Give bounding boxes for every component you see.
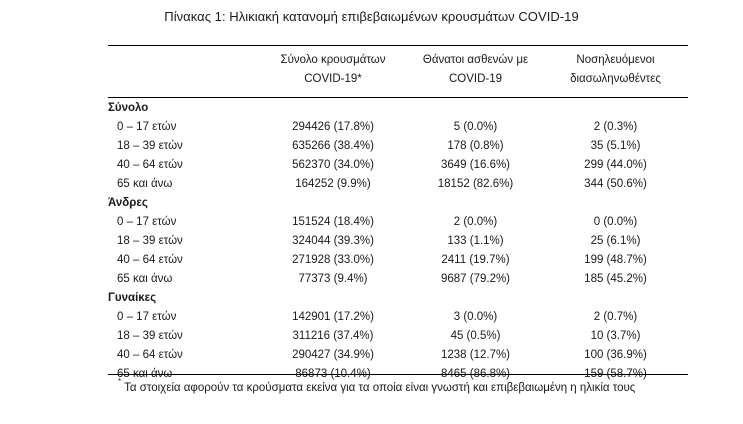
deaths-cell: 2411 (19.7%) [441, 254, 510, 266]
deaths-cell: 178 (0.8%) [447, 140, 504, 152]
table-row: 40 – 64 ετών 562370 (34.0%) 3649 (16.6%)… [108, 156, 688, 175]
table-top-rule [108, 45, 688, 46]
intubated-cell: 35 (5.1%) [590, 140, 641, 152]
header-rule [108, 97, 688, 98]
intubated-cell: 185 (45.2%) [584, 273, 647, 285]
age-label: 40 – 64 ετών [117, 159, 183, 171]
deaths-cell: 1238 (12.7%) [440, 349, 511, 361]
cases-cell: 635266 (38.4%) [292, 140, 374, 152]
header-deaths-line1: Θάνατοι ασθενών με [422, 54, 529, 66]
table-row: 40 – 64 ετών 290427 (34.9%) 1238 (12.7%)… [108, 346, 688, 365]
cases-cell: 142901 (17.2%) [292, 311, 374, 323]
table-row: 65 και άνω 77373 (9.4%) 9687 (79.2%) 185… [108, 270, 688, 289]
deaths-cell: 45 (0.5%) [450, 330, 501, 342]
age-label: 0 – 17 ετών [117, 311, 177, 323]
age-label: 65 και άνω [117, 273, 173, 285]
age-label: 65 και άνω [117, 178, 173, 190]
table-row: 18 – 39 ετών 324044 (39.3%) 133 (1.1%) 2… [108, 232, 688, 251]
footnote-marker: * [118, 377, 122, 386]
table-row: 0 – 17 ετών 294426 (17.8%) 5 (0.0%) 2 (0… [108, 118, 688, 137]
table-bottom-rule [108, 374, 688, 375]
deaths-cell: 2 (0.0%) [453, 216, 498, 228]
age-label: 40 – 64 ετών [117, 349, 183, 361]
table-row: 40 – 64 ετών 271928 (33.0%) 2411 (19.7%)… [108, 251, 688, 270]
intubated-cell: 100 (36.9%) [584, 349, 647, 361]
footnote: * Τα στοιχεία αφορούν τα κρούσματα εκείν… [118, 377, 636, 394]
header-deaths-line2: COVID-19 [448, 73, 503, 85]
intubated-cell: 199 (48.7%) [584, 254, 647, 266]
cases-cell: 77373 (9.4%) [298, 273, 368, 285]
header-intubated-line1: Νοσηλευόμενοι [576, 54, 655, 66]
deaths-cell: 133 (1.1%) [447, 235, 504, 247]
cases-cell: 151524 (18.4%) [292, 216, 374, 228]
cases-cell: 294426 (17.8%) [292, 121, 374, 133]
intubated-cell: 299 (44.0%) [584, 159, 647, 171]
header-deaths: Θάνατοι ασθενών με COVID-19 [408, 51, 543, 89]
intubated-cell: 10 (3.7%) [590, 330, 641, 342]
table-row: 18 – 39 ετών 635266 (38.4%) 178 (0.8%) 3… [108, 137, 688, 156]
intubated-cell: 0 (0.0%) [593, 216, 638, 228]
group-heading-women: Γυναίκες [108, 292, 157, 304]
deaths-cell: 9687 (79.2%) [440, 273, 511, 285]
group-heading-total: Σύνολο [108, 102, 149, 114]
age-label: 18 – 39 ετών [117, 235, 183, 247]
header-intubated-line2: διασωληνωθέντες [570, 73, 661, 85]
group-heading-men: Άνδρες [108, 197, 148, 209]
cases-cell: 311216 (37.4%) [292, 330, 374, 342]
age-label: 0 – 17 ετών [117, 216, 177, 228]
cases-cell: 271928 (33.0%) [292, 254, 374, 266]
deaths-cell: 18152 (82.6%) [437, 178, 514, 190]
table-title: Πίνακας 1: Ηλικιακή κατανομή επιβεβαιωμέ… [164, 9, 579, 24]
cases-cell: 324044 (39.3%) [292, 235, 374, 247]
table-body: Σύνολο 0 – 17 ετών 294426 (17.8%) 5 (0.0… [108, 99, 688, 384]
age-label: 0 – 17 ετών [117, 121, 177, 133]
table-row: 0 – 17 ετών 142901 (17.2%) 3 (0.0%) 2 (0… [108, 308, 688, 327]
table-row: 18 – 39 ετών 311216 (37.4%) 45 (0.5%) 10… [108, 327, 688, 346]
header-intubated: Νοσηλευόμενοι διασωληνωθέντες [548, 51, 683, 89]
cases-cell: 290427 (34.9%) [292, 349, 374, 361]
deaths-cell: 3 (0.0%) [453, 311, 498, 323]
intubated-cell: 2 (0.3%) [593, 121, 638, 133]
table-row: 65 και άνω 164252 (9.9%) 18152 (82.6%) 3… [108, 175, 688, 194]
intubated-cell: 344 (50.6%) [584, 178, 647, 190]
table-row: 0 – 17 ετών 151524 (18.4%) 2 (0.0%) 0 (0… [108, 213, 688, 232]
cases-cell: 562370 (34.0%) [292, 159, 374, 171]
intubated-cell: 25 (6.1%) [590, 235, 641, 247]
footnote-text: Τα στοιχεία αφορούν τα κρούσματα εκείνα … [124, 381, 636, 394]
deaths-cell: 3649 (16.6%) [440, 159, 511, 171]
header-total-cases-line1: Σύνολο κρουσμάτων [280, 54, 386, 66]
age-label: 40 – 64 ετών [117, 254, 183, 266]
age-label: 18 – 39 ετών [117, 330, 183, 342]
intubated-cell: 2 (0.7%) [593, 311, 638, 323]
header-total-cases: Σύνολο κρουσμάτων COVID-19* [263, 51, 403, 89]
deaths-cell: 5 (0.0%) [453, 121, 498, 133]
age-label: 18 – 39 ετών [117, 140, 183, 152]
header-total-cases-line2: COVID-19* [304, 73, 362, 85]
cases-cell: 164252 (9.9%) [295, 178, 371, 190]
